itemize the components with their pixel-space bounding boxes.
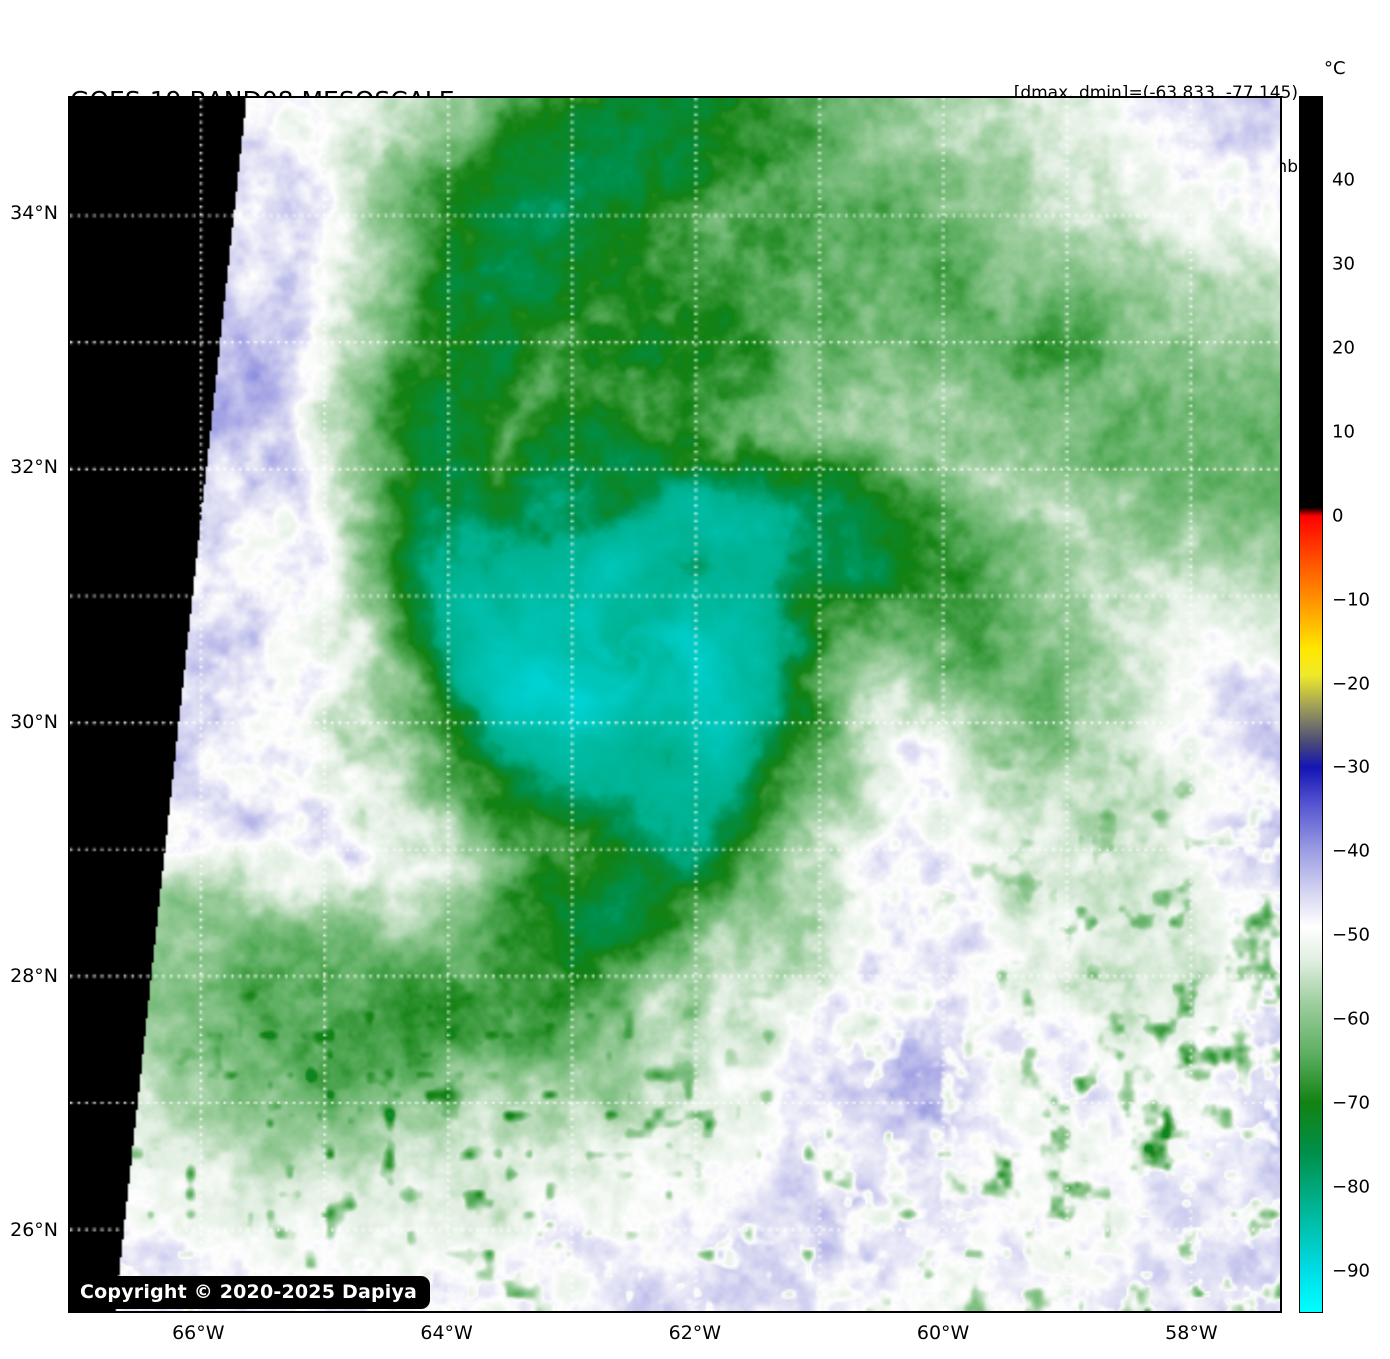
lat-tick-34: 34°N: [10, 201, 58, 224]
lon-tick-60: 60°W: [916, 1322, 970, 1344]
colorbar-gradient: [1300, 97, 1322, 1312]
lat-tick-32: 32°N: [10, 456, 58, 479]
lat-tick-26: 26°N: [10, 1219, 58, 1242]
satellite-imagery-canvas: [70, 98, 1280, 1311]
satellite-image-panel: [68, 96, 1282, 1313]
colorbar-tick--40: −40: [1332, 840, 1370, 862]
colorbar-tick-30: 30: [1332, 253, 1355, 275]
colorbar-unit-label: °C: [1324, 58, 1346, 79]
copyright-notice: Copyright © 2020-2025 Dapiya: [70, 1276, 431, 1309]
lon-tick-62: 62°W: [668, 1322, 722, 1344]
colorbar-tick-40: 40: [1332, 169, 1355, 191]
colorbar-tick--10: −10: [1332, 589, 1370, 611]
colorbar-tick--20: −20: [1332, 673, 1370, 695]
colorbar-tick--80: −80: [1332, 1176, 1370, 1198]
lat-tick-30: 30°N: [10, 710, 58, 733]
lat-tick-28: 28°N: [10, 965, 58, 987]
colorbar-tick--60: −60: [1332, 1008, 1370, 1030]
lon-tick-66: 66°W: [172, 1322, 225, 1344]
colorbar-tick--30: −30: [1332, 756, 1370, 778]
colorbar-tick--50: −50: [1332, 924, 1370, 946]
colorbar-tick-20: 20: [1332, 337, 1355, 359]
colorbar-tick--90: −90: [1332, 1260, 1370, 1282]
colorbar-tick-0: 0: [1332, 505, 1344, 527]
colorbar-tick--70: −70: [1332, 1092, 1370, 1114]
lon-tick-58: 58°W: [1165, 1322, 1218, 1344]
lon-tick-64: 64°W: [420, 1322, 473, 1344]
colorbar-tick-10: 10: [1332, 421, 1355, 443]
colorbar: [1299, 96, 1323, 1313]
